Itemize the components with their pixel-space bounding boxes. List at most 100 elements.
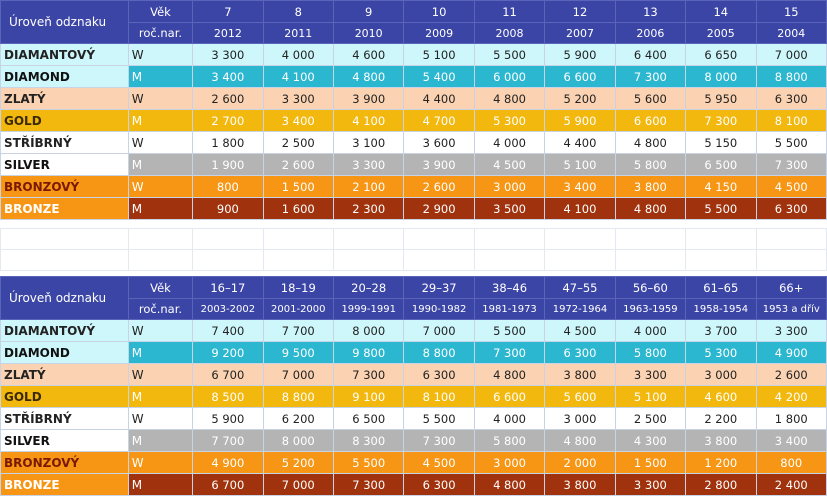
points-cell: 3 300 <box>332 153 405 176</box>
points-cell: 4 500 <box>544 319 616 342</box>
points-cell: 3 900 <box>403 153 475 176</box>
points-cell: 8 100 <box>403 385 475 408</box>
table-row: DIAMANTOVÝ W 3 300 4 000 4 600 5 100 5 500 5 90… <box>0 43 827 66</box>
points-cell: 4 600 <box>685 385 757 408</box>
points-cell: 3 300 <box>262 87 334 110</box>
points-cell: 3 000 <box>473 451 546 474</box>
gender-cell: M <box>127 385 194 408</box>
points-cell: 7 000 <box>755 43 827 66</box>
points-cell: 6 000 <box>473 65 546 88</box>
table-row: STŘÍBRNÝ W 5 900 6 200 6 500 5 500 4 000 3 000 2… <box>0 407 827 430</box>
gender-cell: M <box>127 473 194 496</box>
points-cell: 6 300 <box>544 341 616 364</box>
age-header: 61–65 <box>685 276 757 299</box>
points-cell: 5 500 <box>473 43 546 66</box>
points-cell: 3 400 <box>544 175 616 198</box>
points-cell: 7 300 <box>332 363 405 386</box>
age-header: 15 <box>755 0 827 23</box>
year-header: 2005 <box>685 22 757 44</box>
points-cell: 900 <box>192 197 264 220</box>
points-cell: 3 800 <box>685 429 757 452</box>
level-name: BRONZOVÝ <box>0 175 129 198</box>
points-cell: 6 600 <box>614 109 687 132</box>
points-cell: 4 100 <box>262 65 334 88</box>
points-cell: 6 200 <box>262 407 334 430</box>
points-cell: 8 800 <box>755 65 827 88</box>
age-label: Věk <box>127 0 194 23</box>
table-row: ZLATÝ W 6 700 7 000 7 300 6 300 4 800 3 800 3 30… <box>0 363 827 386</box>
empty-rows <box>0 228 827 271</box>
points-cell: 5 100 <box>614 385 687 408</box>
age-header: 66+ <box>755 276 827 299</box>
gender-cell: W <box>127 131 194 154</box>
points-cell: 8 000 <box>685 65 757 88</box>
points-cell: 4 100 <box>544 197 616 220</box>
points-cell: 5 900 <box>544 109 616 132</box>
points-cell: 7 700 <box>192 429 264 452</box>
year-header: 2001-2000 <box>262 298 334 320</box>
year-header: 2012 <box>192 22 264 44</box>
points-cell: 4 100 <box>332 109 405 132</box>
badge-table-adults: Úroveň odznaku Věk 16–17 18–19 20–28 29–… <box>0 276 827 496</box>
age-header: 12 <box>544 0 616 23</box>
points-cell: 4 600 <box>332 43 405 66</box>
points-cell: 4 000 <box>473 131 546 154</box>
age-header: 7 <box>192 0 264 23</box>
points-cell: 2 600 <box>192 87 264 110</box>
points-cell: 3 000 <box>544 407 616 430</box>
age-label: Věk <box>127 276 194 299</box>
points-cell: 3 400 <box>755 429 827 452</box>
points-cell: 5 600 <box>614 87 687 110</box>
year-header: 1972-1964 <box>544 298 616 320</box>
points-cell: 5 300 <box>473 109 546 132</box>
level-header: Úroveň odznaku <box>0 0 129 44</box>
year-header: 1999-1991 <box>332 298 405 320</box>
points-cell: 800 <box>755 451 827 474</box>
points-cell: 7 000 <box>262 363 334 386</box>
points-cell: 7 300 <box>473 341 546 364</box>
points-cell: 1 600 <box>262 197 334 220</box>
points-cell: 7 000 <box>403 319 475 342</box>
points-cell: 8 800 <box>403 341 475 364</box>
points-cell: 4 400 <box>403 87 475 110</box>
points-cell: 4 800 <box>473 363 546 386</box>
points-cell: 9 500 <box>262 341 334 364</box>
points-cell: 5 200 <box>544 87 616 110</box>
age-header: 38–46 <box>473 276 546 299</box>
points-cell: 4 000 <box>473 407 546 430</box>
points-cell: 2 800 <box>685 473 757 496</box>
points-cell: 6 700 <box>192 363 264 386</box>
points-cell: 4 800 <box>332 65 405 88</box>
points-cell: 7 700 <box>262 319 334 342</box>
points-cell: 2 700 <box>192 109 264 132</box>
points-cell: 1 800 <box>755 407 827 430</box>
points-cell: 9 100 <box>332 385 405 408</box>
level-name: ZLATÝ <box>0 87 129 110</box>
points-cell: 8 000 <box>262 429 334 452</box>
points-cell: 3 300 <box>192 43 264 66</box>
points-cell: 3 800 <box>544 363 616 386</box>
age-header: 20–28 <box>332 276 405 299</box>
level-name: GOLD <box>0 109 129 132</box>
gender-cell: W <box>127 451 194 474</box>
points-cell: 5 950 <box>685 87 757 110</box>
table-row: BRONZOVÝ W 800 1 500 2 100 2 600 3 000 3 400 3 8… <box>0 175 827 198</box>
points-cell: 5 800 <box>614 341 687 364</box>
points-cell: 5 150 <box>685 131 757 154</box>
points-cell: 9 200 <box>192 341 264 364</box>
year-header: 2009 <box>403 22 475 44</box>
points-cell: 2 200 <box>685 407 757 430</box>
table-row: GOLD M 2 700 3 400 4 100 4 700 5 300 5 900 6 600… <box>0 109 827 132</box>
points-cell: 800 <box>192 175 264 198</box>
points-cell: 6 500 <box>685 153 757 176</box>
points-cell: 6 600 <box>473 385 546 408</box>
level-name: BRONZE <box>0 473 129 496</box>
points-cell: 3 300 <box>614 363 687 386</box>
points-cell: 7 300 <box>755 153 827 176</box>
gender-cell: W <box>127 175 194 198</box>
points-cell: 2 600 <box>755 363 827 386</box>
points-cell: 6 300 <box>755 87 827 110</box>
points-cell: 4 900 <box>755 341 827 364</box>
gender-cell: W <box>127 319 194 342</box>
gender-cell: M <box>127 153 194 176</box>
